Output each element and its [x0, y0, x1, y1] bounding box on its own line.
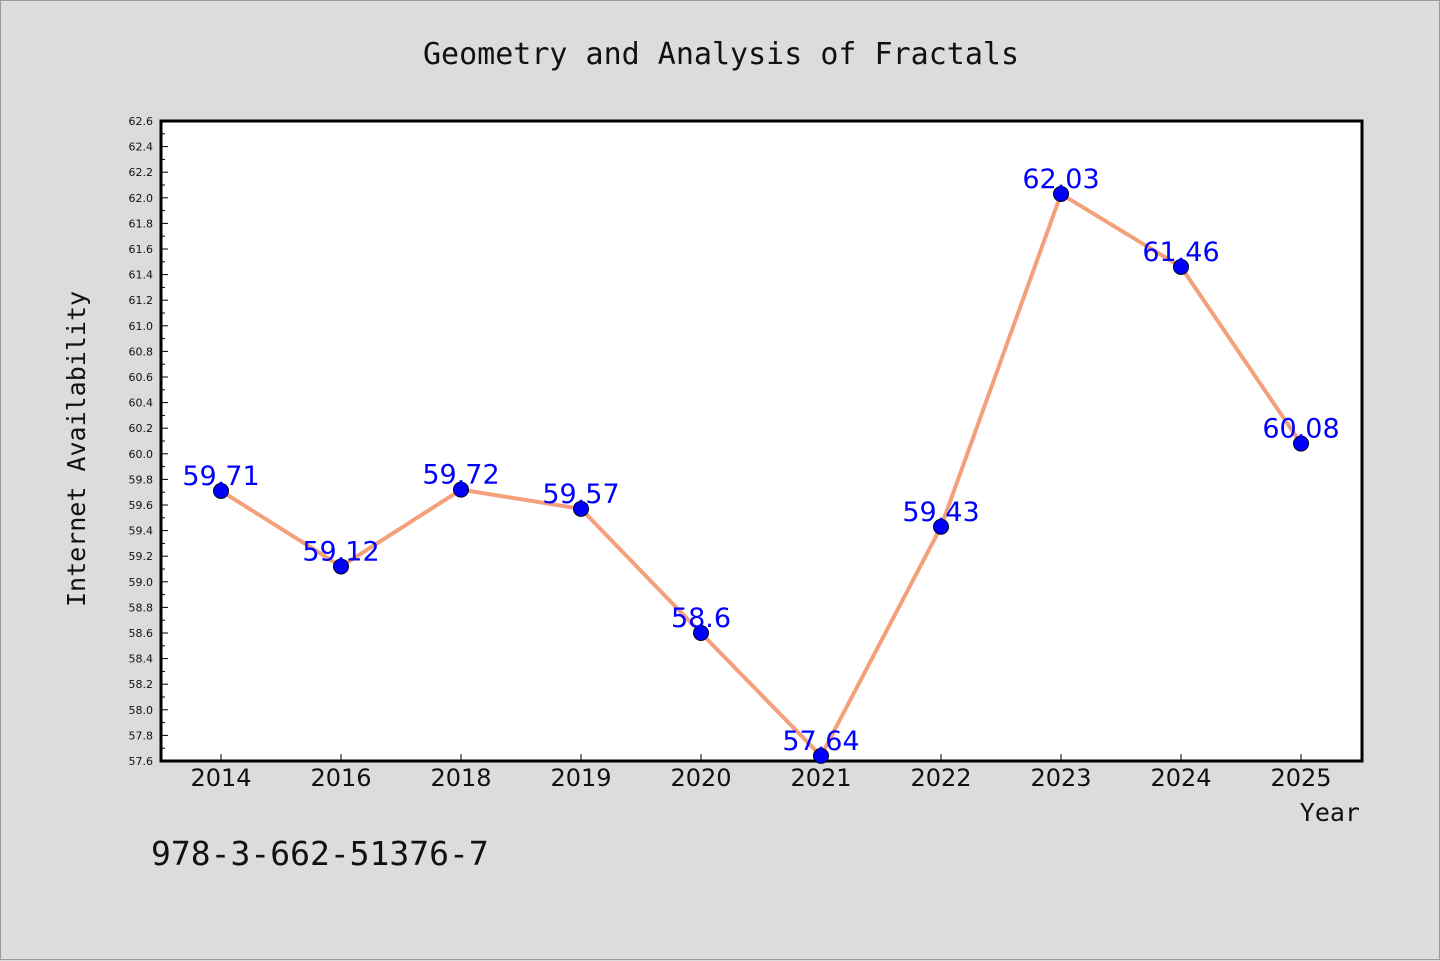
- chart-title: Geometry and Analysis of Fractals: [423, 37, 1019, 72]
- x-tick-label: 2023: [1030, 764, 1091, 792]
- x-tick-label: 2014: [190, 764, 251, 792]
- y-tick-label: 59.2: [129, 550, 154, 563]
- y-tick-label: 60.0: [129, 448, 154, 461]
- y-tick-label: 61.0: [129, 320, 154, 333]
- y-tick-label: 60.4: [129, 397, 154, 410]
- y-tick-label: 58.8: [129, 601, 154, 614]
- x-tick-label: 2021: [790, 764, 851, 792]
- data-label: 59.71: [182, 461, 259, 492]
- y-tick-label: 62.4: [129, 141, 154, 154]
- y-tick-label: 60.8: [129, 345, 154, 358]
- y-tick-label: 59.4: [129, 525, 154, 538]
- data-point: [1173, 258, 1189, 275]
- y-tick-label: 61.4: [129, 269, 154, 282]
- y-tick-label: 62.2: [129, 166, 154, 179]
- x-tick-label: 2022: [910, 764, 971, 792]
- y-tick-label: 59.0: [129, 576, 154, 589]
- y-tick-label: 57.6: [129, 755, 154, 768]
- isbn-text: 978-3-662-51376-7: [151, 834, 489, 873]
- data-label: 59.43: [902, 497, 979, 528]
- y-tick-label: 61.2: [129, 294, 154, 307]
- data-label: 57.64: [782, 726, 859, 757]
- data-label: 59.57: [542, 479, 619, 510]
- y-tick-label: 59.6: [129, 499, 154, 512]
- y-tick-label: 60.6: [129, 371, 154, 384]
- y-tick-label: 58.4: [129, 653, 154, 666]
- x-axis: 2014 2016 2018 2019 2020 2021 2022 2023 2024 2025: [190, 754, 1332, 792]
- plot-area: [159, 119, 1364, 763]
- data-label-layer: 59.71 59.12 59.72 59.57 58.6 57.64 59.43 62.03 6…: [182, 164, 1339, 757]
- data-label: 59.12: [302, 536, 379, 567]
- x-tick-label: 2018: [430, 764, 491, 792]
- data-point: [573, 500, 589, 517]
- y-axis-title: Internet Availability: [62, 291, 91, 607]
- y-tick-label: 58.2: [129, 678, 154, 691]
- y-tick-label: 62.0: [129, 192, 154, 205]
- data-point: [1053, 185, 1069, 202]
- y-tick-label: 62.6: [129, 115, 154, 128]
- x-axis-title: Year: [1300, 798, 1360, 827]
- data-point: [693, 625, 709, 641]
- y-tick-label: 57.8: [129, 729, 154, 742]
- series-line: [219, 191, 1303, 758]
- series-layer: [213, 185, 1309, 764]
- data-label: 60.08: [1262, 414, 1339, 445]
- data-label: 62.03: [1022, 164, 1099, 195]
- y-tick-label: 61.8: [129, 217, 154, 230]
- data-point: [213, 482, 229, 499]
- y-axis: 57.6 57.8 58.0 58.2 58.4 58.6 58.8 59.0 59.2 59.4…: [129, 115, 168, 768]
- x-tick-label: 2016: [310, 764, 371, 792]
- data-label: 59.72: [422, 460, 499, 491]
- data-point: [933, 518, 949, 535]
- x-tick-label: 2024: [1150, 764, 1211, 792]
- data-point: [333, 558, 349, 575]
- data-label: 58.6: [671, 603, 731, 634]
- y-tick-label: 61.6: [129, 243, 154, 256]
- y-tick-label: 58.6: [129, 627, 154, 640]
- y-tick-label: 60.2: [129, 422, 154, 435]
- y-tick-label: 58.0: [129, 704, 154, 717]
- x-tick-label: 2020: [670, 764, 731, 792]
- x-tick-label: 2019: [550, 764, 611, 792]
- data-label: 61.46: [1142, 237, 1219, 268]
- data-point: [453, 481, 469, 498]
- x-tick-label: 2025: [1270, 764, 1331, 792]
- data-point: [813, 747, 829, 764]
- y-tick-label: 59.8: [129, 473, 154, 486]
- data-point: [1293, 435, 1309, 452]
